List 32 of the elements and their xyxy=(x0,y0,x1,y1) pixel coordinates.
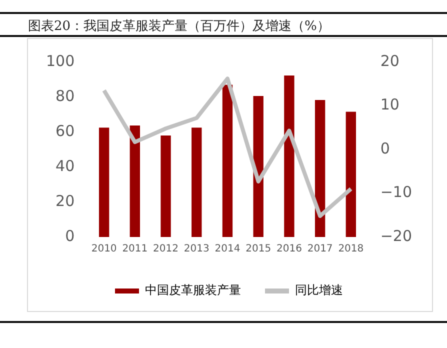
bar xyxy=(130,126,140,237)
bar xyxy=(222,84,233,237)
y2-tick-label: 20 xyxy=(380,52,400,70)
y-tick-label: 60 xyxy=(56,122,75,140)
x-tick-label: 2017 xyxy=(307,244,333,255)
y-tick-label: 80 xyxy=(56,86,75,105)
bar xyxy=(98,128,110,237)
y-tick-label: 100 xyxy=(46,52,75,70)
x-tick-label: 2015 xyxy=(246,244,272,255)
legend-label: 同比增速 xyxy=(295,283,343,298)
x-tick-label: 2010 xyxy=(91,244,117,255)
x-tick-label: 2012 xyxy=(153,244,178,255)
x-tick-label: 2014 xyxy=(214,244,240,255)
y2-tick-label: −20 xyxy=(380,226,412,245)
y2-tick-label: 0 xyxy=(380,139,390,158)
bar xyxy=(253,96,264,237)
bar xyxy=(160,136,171,237)
bar xyxy=(284,75,294,237)
y-tick-label: 40 xyxy=(56,156,75,175)
y-tick-label: 0 xyxy=(65,226,75,245)
x-tick-label: 2018 xyxy=(338,244,364,255)
bar xyxy=(314,100,326,237)
bar xyxy=(192,128,202,237)
chart-title: 图表20：我国皮革服装产量（百万件）及增速（%） xyxy=(28,19,330,34)
y2-tick-label: 10 xyxy=(380,96,400,114)
bar xyxy=(346,112,356,237)
y2-tick-label: −10 xyxy=(380,183,412,202)
x-tick-label: 2016 xyxy=(276,244,302,255)
x-tick-label: 2013 xyxy=(184,244,210,255)
x-tick-label: 2011 xyxy=(122,244,148,255)
y-tick-label: 20 xyxy=(56,192,75,210)
legend-label: 中国皮革服装产量 xyxy=(145,283,241,298)
